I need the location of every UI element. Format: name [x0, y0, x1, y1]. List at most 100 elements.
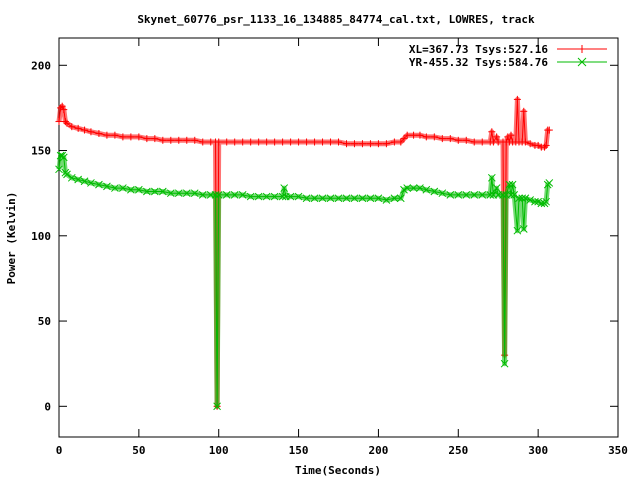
data-point-marker	[127, 185, 135, 194]
data-point-marker	[486, 191, 495, 199]
data-point-marker	[515, 194, 523, 203]
data-point-marker	[382, 196, 391, 204]
series-line	[58, 99, 550, 407]
data-point-marker	[416, 184, 424, 192]
data-point-marker	[350, 194, 359, 203]
y-tick-label: 200	[31, 59, 51, 72]
data-point-marker	[326, 194, 335, 203]
data-point-marker	[63, 170, 71, 179]
data-point-marker	[403, 184, 412, 192]
data-point-marker	[174, 189, 183, 198]
data-point-marker	[531, 197, 539, 206]
data-point-marker	[542, 197, 550, 206]
data-point-marker	[438, 189, 447, 198]
data-point-marker	[278, 192, 287, 201]
data-point-marker	[519, 225, 528, 233]
series-1	[55, 95, 553, 410]
data-point-marker	[182, 189, 191, 198]
data-point-marker	[396, 194, 405, 203]
data-point-marker	[518, 194, 527, 203]
data-point-marker	[67, 173, 76, 182]
data-point-marker	[478, 191, 487, 199]
data-point-marker	[521, 194, 530, 203]
data-point-marker	[487, 173, 496, 182]
x-tick-label: 0	[56, 444, 63, 457]
data-point-marker	[294, 192, 303, 201]
data-point-marker	[56, 151, 65, 160]
plot-frame	[58, 37, 619, 438]
data-point-marker	[342, 194, 351, 203]
x-tick-label: 300	[528, 444, 548, 457]
data-point-marker	[211, 191, 220, 199]
data-point-marker	[409, 184, 418, 192]
series-2	[55, 151, 554, 411]
data-point-marker	[262, 192, 271, 201]
data-point-marker	[302, 194, 311, 203]
data-point-marker	[150, 187, 159, 196]
chart-title: Skynet_60776_psr_1133_16_134885_84774_ca…	[137, 13, 535, 26]
data-point-marker	[119, 184, 127, 192]
data-point-marker	[446, 191, 455, 199]
data-point-marker	[537, 199, 546, 208]
data-point-marker	[470, 191, 479, 199]
data-point-marker	[374, 194, 383, 203]
data-point-marker	[545, 179, 554, 187]
data-point-marker	[59, 153, 68, 162]
x-axis-ticks: 0 50 100 150 200 250 300 350	[56, 38, 628, 457]
y-tick-label: 150	[31, 145, 51, 158]
data-point-marker	[286, 192, 295, 201]
data-point-marker	[454, 191, 463, 199]
data-point-marker	[577, 57, 587, 67]
series-dense-band	[56, 96, 551, 409]
data-point-marker	[507, 191, 515, 199]
data-point-marker	[87, 179, 95, 187]
y-tick-label: 50	[38, 315, 51, 328]
data-point-marker	[280, 184, 289, 192]
legend-label: YR-455.32 Tsys:584.76	[409, 56, 548, 69]
data-point-marker	[214, 191, 223, 199]
data-point-marker	[238, 191, 247, 199]
data-point-marker	[270, 192, 279, 201]
data-point-marker	[230, 191, 239, 199]
data-point-marker	[430, 187, 439, 196]
series-dense-band	[56, 153, 552, 409]
data-point-marker	[190, 189, 199, 198]
data-point-marker	[166, 189, 175, 198]
data-point-marker	[222, 191, 231, 199]
data-point-marker	[513, 226, 522, 235]
y-axis-ticks: 0 50 100 150 200	[31, 59, 618, 413]
series-layer	[55, 95, 554, 411]
data-point-marker	[198, 191, 207, 199]
plot-border	[58, 37, 619, 438]
y-tick-label: 0	[44, 400, 51, 413]
data-point-marker	[213, 402, 221, 411]
x-tick-label: 100	[209, 444, 229, 457]
data-point-marker	[103, 182, 111, 191]
data-point-marker	[135, 185, 143, 194]
data-point-marker	[492, 184, 501, 192]
data-point-marker	[422, 185, 431, 194]
x-axis-label: Time(Seconds)	[295, 464, 381, 477]
data-point-marker	[505, 180, 514, 189]
x-tick-label: 350	[608, 444, 628, 457]
x-tick-label: 150	[289, 444, 309, 457]
data-point-marker	[246, 192, 255, 201]
data-point-marker	[358, 194, 367, 203]
data-point-marker	[142, 187, 151, 196]
data-point-marker	[318, 194, 327, 203]
y-tick-label: 100	[31, 230, 51, 243]
data-point-marker	[462, 191, 471, 199]
data-point-marker	[508, 180, 517, 189]
data-point-marker	[95, 180, 103, 189]
data-point-marker	[499, 191, 507, 199]
x-tick-label: 200	[368, 444, 388, 457]
data-point-marker	[334, 194, 343, 203]
data-point-marker	[310, 194, 319, 203]
data-point-marker	[55, 165, 63, 174]
y-axis-label: Power (Kelvin)	[5, 192, 18, 285]
data-point-marker	[534, 197, 542, 206]
x-tick-label: 250	[448, 444, 468, 457]
legend-label: XL=367.73 Tsys:527.16	[409, 43, 548, 56]
data-point-marker	[80, 177, 89, 186]
